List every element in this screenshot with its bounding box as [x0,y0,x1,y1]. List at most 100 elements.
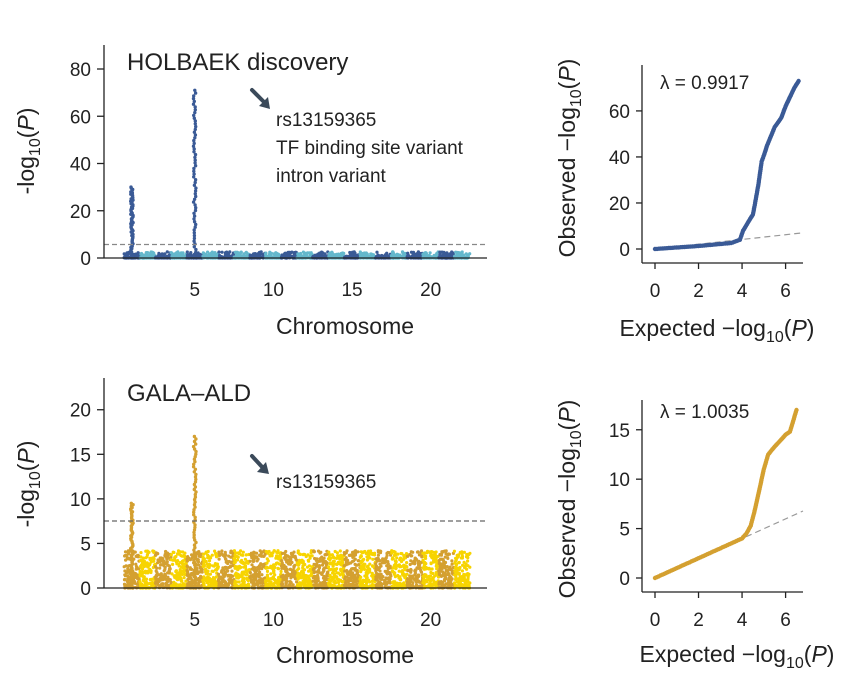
snp-point [376,550,381,554]
snp-point [405,584,409,588]
snp-point [236,576,240,580]
snp-point [169,251,173,255]
snp-point [351,579,355,584]
snp-point [138,569,142,574]
x-axis-label: Chromosome [276,642,414,668]
snp-point [400,569,404,573]
snp-point [432,253,436,257]
snp-point [322,579,326,584]
snp-point [220,569,224,573]
snp-point [229,564,233,568]
snp-point [338,549,342,553]
snp-point [188,252,192,256]
peak-point [194,250,198,255]
snp-point [449,575,453,579]
snp-point [243,557,247,561]
x-tick-label: 10 [263,610,284,631]
snp-point [463,573,467,577]
snp-point [404,552,409,556]
snp-point [468,252,472,256]
snp-point [156,582,160,587]
y-tick-label: 20 [70,401,91,422]
snp-point [212,564,216,568]
snp-point [289,581,293,585]
snp-point [324,562,329,566]
snp-point [280,582,285,586]
snp-point [241,550,245,554]
snp-point [434,583,438,587]
snp-point [417,580,421,584]
snp-point [284,553,288,557]
snp-point [264,252,268,256]
snp-point [268,554,272,558]
snp-point [468,581,472,585]
snp-point [342,251,346,255]
snp-point [157,251,161,255]
snp-point [345,559,349,564]
snp-point [194,571,198,575]
snp-point [374,564,378,568]
snp-point [275,550,279,555]
snp-point [400,552,404,556]
snp-point [365,570,369,574]
snp-point [145,564,149,568]
snp-point [406,251,410,255]
snp-point [144,253,148,257]
snp-point [220,549,224,553]
snp-point [186,254,190,259]
snp-point [202,583,206,588]
peak-point [192,147,196,151]
snp-point [275,581,280,585]
snp-point [244,251,248,255]
snp-point [375,574,379,578]
snp-point [224,566,228,571]
peak-point [192,113,196,118]
snp-point [207,583,211,587]
snp-point [331,562,336,567]
snp-point [177,562,181,567]
snp-point [136,553,140,557]
peak-point [193,122,197,126]
snp-point [296,551,300,555]
snp-point [377,566,382,570]
snp-point [200,570,204,574]
snp-point [301,254,305,258]
y-tick-label: 20 [609,194,630,215]
snp-point [376,553,380,557]
peak-point [191,200,196,204]
snp-point [164,549,168,554]
peak-point [194,222,198,227]
snp-point [312,550,316,554]
snp-point [440,550,444,554]
snp-point [252,252,256,256]
snp-point [204,550,209,554]
y-tick-label: 40 [70,155,91,176]
snp-point [353,566,357,571]
peak-point [192,166,196,171]
peak-point [193,152,198,157]
snp-point [258,254,262,259]
snp-point [309,569,313,573]
snp-point [338,573,342,577]
snp-point [140,582,144,586]
snp-point [415,583,419,588]
snp-point [415,550,420,554]
snp-point [220,250,224,254]
snp-point [425,580,429,584]
snp-point [460,569,464,573]
snp-point [315,562,319,566]
snp-point [288,562,292,566]
snp-point [302,576,306,580]
snp-point [123,573,127,577]
snp-point [264,580,268,584]
snp-point [170,572,174,576]
snp-point [318,253,322,257]
snp-point [123,550,128,554]
peak-point [192,434,197,439]
snp-point [280,551,284,556]
snp-point [344,254,348,258]
snp-point [355,571,360,575]
